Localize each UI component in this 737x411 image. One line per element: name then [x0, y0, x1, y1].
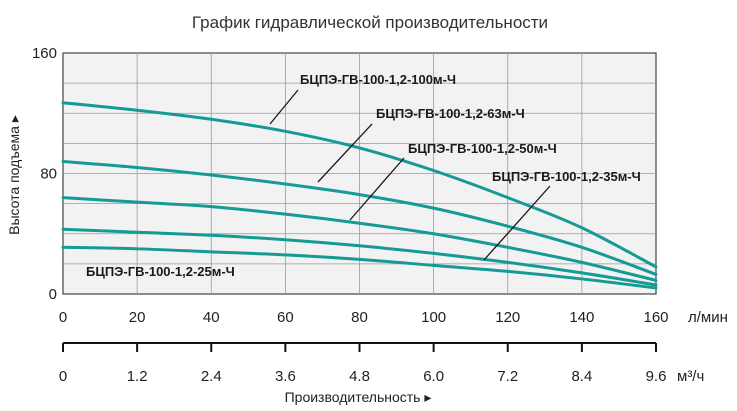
y-tick-label: 80 [40, 166, 57, 183]
series-label: БЦПЭ-ГВ-100-1,2-35м-Ч [492, 169, 641, 184]
x-tick-label: 140 [569, 309, 594, 326]
series-label: БЦПЭ-ГВ-100-1,2-50м-Ч [408, 141, 557, 156]
x2-axis-label: Производительность ▸ [285, 389, 432, 405]
y-axis-label: Высота подъема ▸ [6, 115, 22, 235]
x-tick-label: 160 [643, 309, 668, 326]
series-label: БЦПЭ-ГВ-100-1,2-63м-Ч [376, 106, 525, 121]
x-tick-label: 100 [421, 309, 446, 326]
series-line [61, 245, 658, 290]
x2-tick-label: 3.6 [275, 368, 296, 385]
chart-title: График гидравлической производительности [192, 13, 548, 32]
x-tick-label: 40 [203, 309, 220, 326]
leader-line [317, 123, 373, 183]
series-label: БЦПЭ-ГВ-100-1,2-100м-Ч [300, 72, 456, 87]
x2-tick-label: 7.2 [497, 368, 518, 385]
x2-axis-unit: м³/ч [677, 368, 704, 385]
x-tick-label: 0 [59, 309, 67, 326]
x-axis-unit: л/мин [688, 309, 728, 326]
x2-tick-label: 1.2 [127, 368, 148, 385]
series-curves [61, 101, 658, 290]
leader-line [483, 185, 551, 261]
x2-tick-label: 9.6 [646, 368, 667, 385]
x2-tick-label: 8.4 [571, 368, 592, 385]
leader-line [349, 157, 405, 221]
x-tick-label: 120 [495, 309, 520, 326]
leader-line [269, 89, 299, 125]
series-label: БЦПЭ-ГВ-100-1,2-25м-Ч [86, 264, 235, 279]
series-line [61, 227, 658, 287]
x2-tick-label: 4.8 [349, 368, 370, 385]
series-line [61, 196, 658, 282]
x-tick-label: 20 [129, 309, 146, 326]
x2-tick-label: 2.4 [201, 368, 222, 385]
y-tick-label: 0 [49, 286, 57, 303]
x2-tick-label: 6.0 [423, 368, 444, 385]
x2-tick-label: 0 [59, 368, 67, 385]
plot-area: 0 20 40 60 80 100 120 140 160 0 80 160 [32, 45, 669, 326]
series-labels: БЦПЭ-ГВ-100-1,2-100м-Ч БЦПЭ-ГВ-100-1,2-63… [86, 72, 641, 279]
series-line [61, 101, 658, 269]
secondary-x-axis: 0 1.2 2.4 3.6 4.8 6.0 7.2 8.4 9.6 [59, 342, 667, 385]
series-line [61, 159, 658, 276]
x-tick-label: 80 [351, 309, 368, 326]
x-tick-label: 60 [277, 309, 294, 326]
y-tick-label: 160 [32, 45, 57, 62]
